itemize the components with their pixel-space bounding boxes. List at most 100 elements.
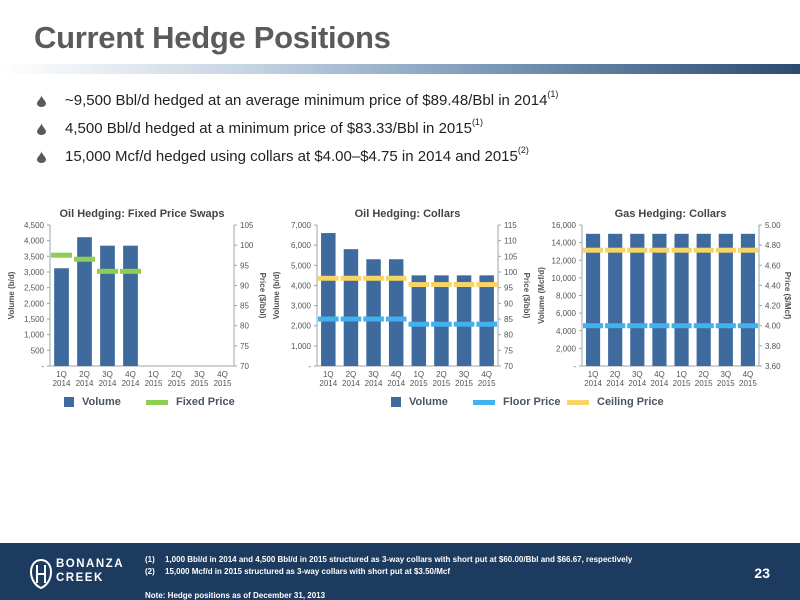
x-tick-label-year: 2014 xyxy=(606,379,624,388)
x-tick-label-year: 2014 xyxy=(628,379,646,388)
y-axis-label: Volume (Mcf/d) xyxy=(537,267,546,324)
logo-text-line: CREEK xyxy=(56,572,104,584)
floor-price-marker xyxy=(476,321,497,327)
company-logo: BONANZA CREEK xyxy=(30,557,130,591)
y2-axis-label: Price ($/bbl) xyxy=(258,273,267,319)
y-tick-label: 3,000 xyxy=(24,268,45,277)
volume-bar xyxy=(321,233,336,366)
fixed-price-marker xyxy=(97,268,118,274)
y2-tick-label: 85 xyxy=(240,302,249,311)
footnote: (2) 15,000 Mcf/d in 2015 structured as 3-… xyxy=(145,567,450,576)
y2-tick-label: 95 xyxy=(240,261,249,270)
legend-collars: Volume Floor Price Ceiling Price xyxy=(391,396,691,410)
floor-price-marker xyxy=(318,316,339,322)
y-tick-label: - xyxy=(573,362,576,371)
floor-price-marker xyxy=(737,323,758,329)
y-tick-label: 6,000 xyxy=(291,241,312,250)
y-tick-label: 3,500 xyxy=(24,252,45,261)
y-tick-label: 14,000 xyxy=(552,239,577,248)
x-tick-label-year: 2014 xyxy=(651,379,669,388)
ceiling-price-marker xyxy=(476,282,497,288)
fixed-price-marker xyxy=(51,252,72,258)
volume-bar xyxy=(411,275,427,366)
y-axis-label: Volume (b/d) xyxy=(7,271,16,319)
ceiling-price-marker xyxy=(363,275,384,281)
legend-item-volume: Volume xyxy=(64,396,121,408)
volume-bar xyxy=(343,249,359,366)
x-tick-label-quarter: 1Q xyxy=(148,370,159,379)
y-tick-label: 4,500 xyxy=(24,221,45,230)
x-tick-label-year: 2014 xyxy=(99,379,117,388)
x-tick-label-year: 2015 xyxy=(478,379,496,388)
volume-bar xyxy=(366,259,381,366)
logo-text-line: BONANZA xyxy=(56,558,124,570)
volume-bar xyxy=(674,233,689,366)
floor-price-marker xyxy=(340,316,362,322)
y2-tick-label: 95 xyxy=(504,284,513,293)
x-tick-label-quarter: 1Q xyxy=(676,370,687,379)
fixed-price-marker xyxy=(74,256,95,262)
x-tick-label-quarter: 3Q xyxy=(194,370,205,379)
bullet-text: 4,500 Bbl/d hedged at a minimum price of… xyxy=(65,120,472,137)
oil-drop-icon xyxy=(37,123,46,135)
footnotes: (1) 1,000 Bbl/d in 2014 and 4,500 Bbl/d i… xyxy=(145,554,632,600)
x-tick-label-quarter: 1Q xyxy=(413,370,424,379)
y2-tick-label: 75 xyxy=(504,346,513,355)
y-tick-label: 2,000 xyxy=(24,299,45,308)
x-tick-label-quarter: 2Q xyxy=(79,370,90,379)
y-tick-label: - xyxy=(308,362,311,371)
oil-drop-icon xyxy=(37,151,46,163)
oil-fixed-price-chart: Oil Hedging: Fixed Price Swaps - 500 1,000 1… xyxy=(7,208,267,388)
y-tick-label: 2,500 xyxy=(24,284,45,293)
x-tick-label-year: 2014 xyxy=(122,379,140,388)
y2-tick-label: 105 xyxy=(240,221,254,230)
y-tick-label: 6,000 xyxy=(556,309,577,318)
ceiling-price-marker xyxy=(453,282,475,288)
bullet-text: 15,000 Mcf/d hedged using collars at $4.… xyxy=(65,148,518,165)
fixed-price-marker xyxy=(120,268,141,274)
y-axis-label: Volume (b/d) xyxy=(272,271,281,319)
y-tick-label: 12,000 xyxy=(552,256,577,265)
page-number: 23 xyxy=(754,565,770,581)
floor-price-marker xyxy=(583,323,604,329)
x-tick-label-quarter: 4Q xyxy=(743,370,754,379)
x-tick-label-quarter: 1Q xyxy=(323,370,334,379)
volume-bar xyxy=(456,275,472,366)
volume-bar xyxy=(696,233,711,366)
y2-tick-label: 90 xyxy=(504,299,513,308)
y-tick-label: 8,000 xyxy=(556,292,577,301)
ceiling-price-marker xyxy=(408,282,430,288)
floor-price-marker xyxy=(605,323,626,329)
volume-bar xyxy=(718,233,733,366)
y-tick-label: 7,000 xyxy=(291,221,312,230)
y2-tick-label: 85 xyxy=(504,315,513,324)
x-tick-label-year: 2015 xyxy=(410,379,428,388)
y2-tick-label: 5.00 xyxy=(765,221,781,230)
x-tick-label-quarter: 1Q xyxy=(56,370,67,379)
floor-price-marker xyxy=(453,321,475,327)
y2-tick-label: 3.60 xyxy=(765,362,781,371)
x-tick-label-year: 2015 xyxy=(739,379,757,388)
oil-collars-chart: Oil Hedging: Collars - 1,000 2,000 3,000 4,00… xyxy=(272,208,531,388)
x-tick-label-year: 2015 xyxy=(145,379,163,388)
x-tick-label-quarter: 2Q xyxy=(346,370,357,379)
y-tick-label: 1,000 xyxy=(291,342,312,351)
x-tick-label-quarter: 4Q xyxy=(391,370,402,379)
x-tick-label-year: 2014 xyxy=(53,379,71,388)
floor-price-marker xyxy=(627,323,648,329)
y-tick-label: 1,500 xyxy=(24,315,45,324)
gas-collars-chart: Gas Hedging: Collars - 2,000 4,000 6,000 8,00… xyxy=(537,208,792,388)
logo-mark-icon xyxy=(30,559,52,589)
ceiling-price-marker xyxy=(715,247,736,253)
floor-price-marker xyxy=(408,321,430,327)
legend-item-floor-price: Floor Price xyxy=(473,396,560,408)
volume-bar xyxy=(434,275,449,366)
y2-tick-label: 4.40 xyxy=(765,281,781,290)
title-divider xyxy=(0,64,800,74)
y-tick-label: 500 xyxy=(31,346,45,355)
floor-price-marker xyxy=(649,323,670,329)
volume-bar xyxy=(608,233,623,366)
x-tick-label-year: 2014 xyxy=(387,379,405,388)
volume-bar xyxy=(123,245,138,366)
x-tick-label-quarter: 3Q xyxy=(632,370,643,379)
